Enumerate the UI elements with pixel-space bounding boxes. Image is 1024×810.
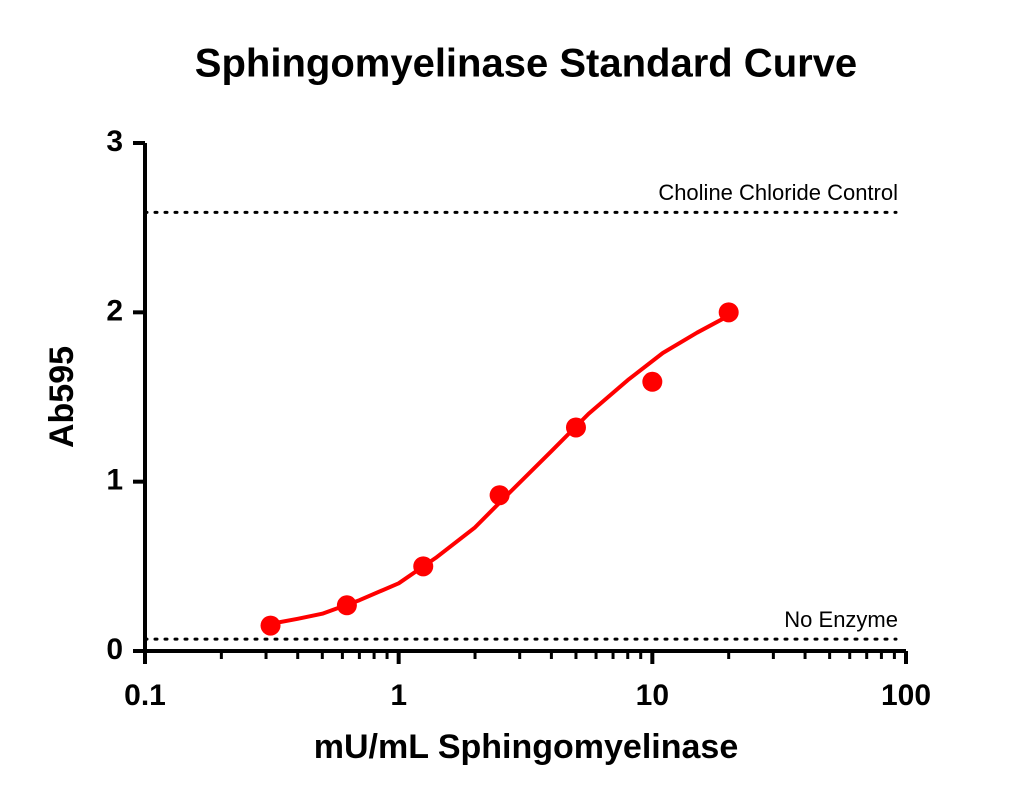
x-tick-label: 100: [881, 679, 931, 712]
reference-label: Choline Chloride Control: [658, 180, 898, 205]
data-point: [489, 485, 510, 506]
y-tick-label: 1: [106, 464, 123, 497]
reference-label: No Enzyme: [784, 607, 898, 632]
y-tick-label: 3: [106, 125, 123, 158]
x-tick-label: 10: [636, 679, 669, 712]
data-point: [718, 302, 739, 323]
x-tick-label: 0.1: [124, 679, 166, 712]
data-point: [413, 556, 434, 577]
fit-curve: [270, 313, 730, 626]
data-point: [260, 615, 281, 636]
data-point: [565, 417, 586, 438]
y-axis-label: Ab595: [43, 346, 81, 448]
data-point: [336, 595, 357, 616]
chart-title: Sphingomyelinase Standard Curve: [195, 42, 857, 86]
data-point: [642, 371, 663, 392]
x-axis-label: mU/mL Sphingomyelinase: [314, 728, 738, 766]
y-tick-label: 2: [106, 294, 123, 327]
x-tick-label: 1: [390, 679, 407, 712]
y-tick-label: 0: [106, 633, 123, 666]
